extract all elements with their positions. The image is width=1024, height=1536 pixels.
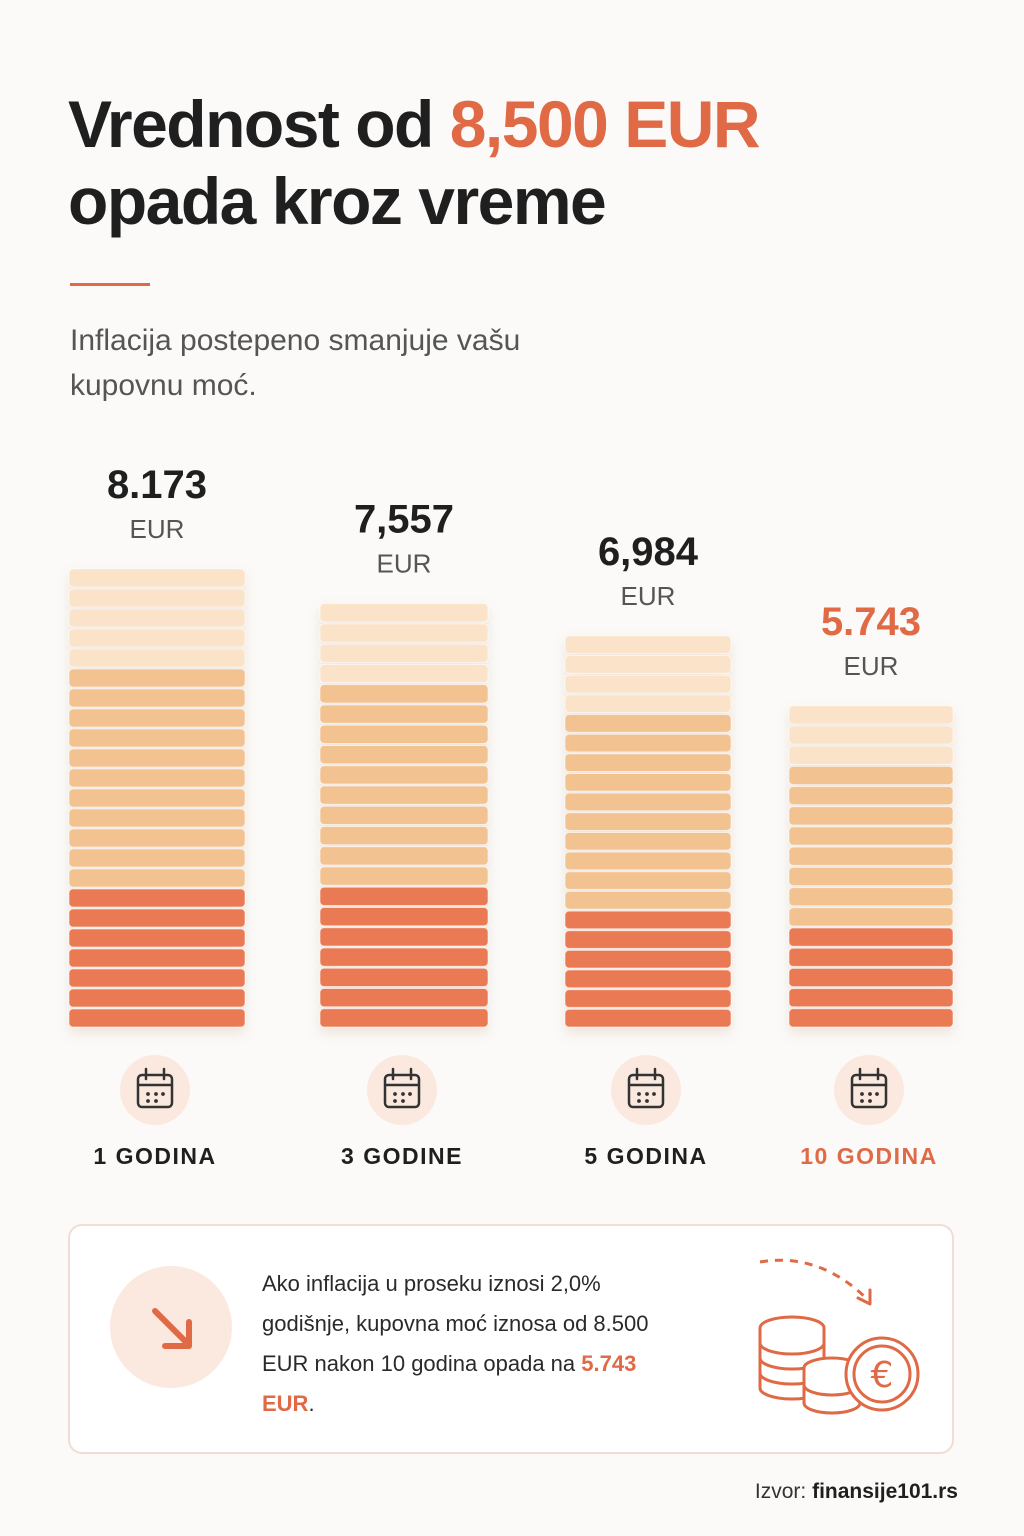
source-site: finansije101.rs [812, 1480, 958, 1503]
svg-text:€: € [871, 1355, 894, 1396]
arrow-down-right-icon [110, 1266, 232, 1388]
info-text-amount: 5.743 EUR [262, 1351, 637, 1416]
info-text: Ako inflacija u proseku iznosi 2,0% godi… [262, 1264, 682, 1424]
title-line-2: opada kroz vreme [68, 163, 607, 238]
calendar-icon [367, 1055, 437, 1125]
info-text-end: . [308, 1391, 315, 1416]
category-label-2: 3 GODINE [341, 1143, 463, 1169]
unit-label-4: EUR [844, 651, 899, 681]
unit-label-1: EUR [130, 514, 185, 544]
page-title: Vrednost od 8,500 EUR opada kroz vreme [68, 86, 968, 239]
unit-label-2: EUR [377, 549, 432, 579]
subtitle: Inflacija postepeno smanjuje vašu kupovn… [70, 324, 521, 402]
category-label-1: 1 GODINA [93, 1143, 216, 1169]
info-text-main: Ako inflacija u proseku iznosi 2,0% godi… [262, 1271, 649, 1376]
title-highlight-amount: 8,500 EUR [449, 87, 761, 161]
info-box: Ako inflacija u proseku iznosi 2,0% godi… [68, 1224, 954, 1454]
calendar-icon [834, 1055, 904, 1125]
title-divider [70, 283, 150, 286]
source-footer: Izvor: finansije101.rs [755, 1480, 958, 1504]
category-label-4: 10 GODINA [800, 1143, 937, 1169]
calendar-icon [611, 1055, 681, 1125]
bar-3 [564, 635, 732, 1028]
unit-label-3: EUR [621, 581, 676, 611]
bar-4 [788, 705, 954, 1028]
value-chart: 8.173 EUR 7,557 EUR 6,984 EUR 5.743 EUR 1 GODIN… [68, 463, 954, 1169]
category-label-3: 5 GODINA [584, 1143, 707, 1169]
source-label: Izvor: [754, 1480, 807, 1503]
value-label-3: 6,984 [598, 530, 699, 574]
bar-2 [319, 603, 489, 1028]
coins-euro-icon: € [758, 1258, 920, 1415]
value-label-4: 5.743 [821, 600, 921, 644]
value-label-2: 7,557 [354, 498, 454, 542]
bar-1 [68, 568, 246, 1028]
value-label-1: 8.173 [107, 463, 207, 507]
title-prefix: Vrednost od [68, 87, 450, 161]
calendar-icon [120, 1055, 190, 1125]
